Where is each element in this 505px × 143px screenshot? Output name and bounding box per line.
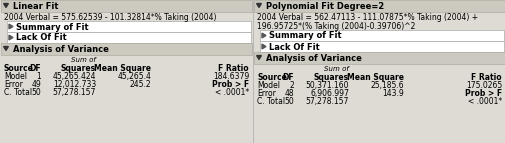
Text: F Ratio: F Ratio [218,64,248,73]
Polygon shape [9,35,13,40]
Bar [254,0,504,12]
Text: Sum of: Sum of [71,57,96,63]
Text: Squares: Squares [313,73,348,82]
Text: 184.6379: 184.6379 [212,72,248,81]
Bar [1,43,251,55]
Bar [7,21,250,32]
Text: DF: DF [282,73,293,82]
Bar [260,41,503,52]
Text: 45,265.424: 45,265.424 [53,72,96,81]
Text: Prob > F: Prob > F [464,89,501,98]
Text: Summary of Fit: Summary of Fit [16,22,88,31]
Text: 2004 Verbal = 562.47113 - 111.07875*% Taking (2004) +: 2004 Verbal = 562.47113 - 111.07875*% Ta… [257,13,477,22]
Polygon shape [256,55,261,59]
Text: 49: 49 [31,80,41,89]
Text: Error: Error [4,80,23,89]
Text: Polynomial Fit Degree=2: Polynomial Fit Degree=2 [266,2,383,11]
Text: Model: Model [4,72,27,81]
Text: Mean Square: Mean Square [346,73,403,82]
Text: Lack Of Fit: Lack Of Fit [16,33,67,42]
Text: 6,906.997: 6,906.997 [310,89,348,98]
Text: Linear Fit: Linear Fit [13,2,59,11]
Text: 25,185.6: 25,185.6 [370,81,403,90]
Polygon shape [4,3,9,7]
Text: 196.95725*(% Taking (2004)-0.39706)^2: 196.95725*(% Taking (2004)-0.39706)^2 [257,22,415,31]
Bar [1,0,251,12]
Text: < .0001*: < .0001* [467,97,501,106]
Text: 57,278.157: 57,278.157 [305,97,348,106]
Text: Analysis of Variance: Analysis of Variance [266,54,361,63]
Text: Squares: Squares [61,64,96,73]
Text: Lack Of Fit: Lack Of Fit [269,42,319,51]
Text: < .0001*: < .0001* [214,88,248,97]
Text: Summary of Fit: Summary of Fit [269,31,341,40]
Polygon shape [262,44,266,49]
Text: Source: Source [4,64,34,73]
Polygon shape [9,24,13,29]
Text: Sum of: Sum of [323,66,348,72]
Text: Model: Model [257,81,279,90]
Text: 175.0265: 175.0265 [465,81,501,90]
Text: Source: Source [257,73,286,82]
Bar [7,32,250,43]
Text: 2004 Verbal = 575.62539 - 101.32814*% Taking (2004): 2004 Verbal = 575.62539 - 101.32814*% Ta… [4,13,216,22]
Bar [260,30,503,41]
Text: 57,278.157: 57,278.157 [53,88,96,97]
Text: F Ratio: F Ratio [471,73,501,82]
Text: 12,012.733: 12,012.733 [53,80,96,89]
Text: C. Total: C. Total [257,97,284,106]
Polygon shape [262,33,266,38]
Text: Mean Square: Mean Square [94,64,150,73]
Text: 245.2: 245.2 [129,80,150,89]
Text: 1: 1 [36,72,41,81]
Text: 50: 50 [31,88,41,97]
Text: Error: Error [257,89,275,98]
Bar [254,52,504,64]
Text: 50,371.160: 50,371.160 [305,81,348,90]
Text: 143.9: 143.9 [381,89,403,98]
Text: C. Total: C. Total [4,88,32,97]
Polygon shape [256,3,261,7]
Text: Prob > F: Prob > F [212,80,248,89]
Polygon shape [4,46,9,50]
Text: DF: DF [29,64,41,73]
Text: Analysis of Variance: Analysis of Variance [13,45,109,54]
Text: 2: 2 [289,81,293,90]
Text: 48: 48 [284,89,293,98]
Text: 45,265.4: 45,265.4 [117,72,150,81]
Text: 50: 50 [284,97,293,106]
